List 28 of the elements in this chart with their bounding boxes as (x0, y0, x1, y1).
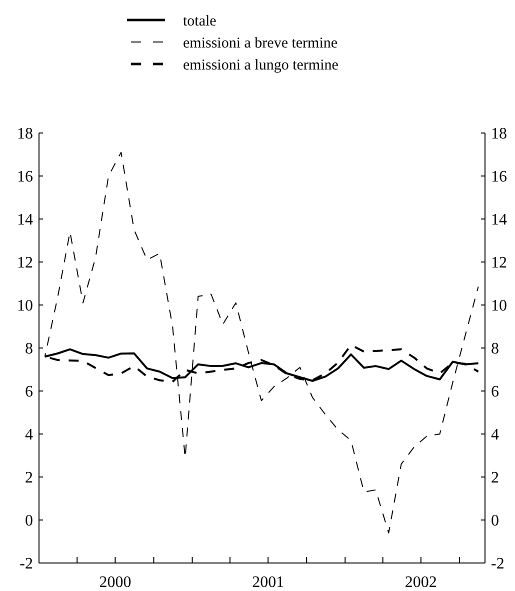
y2-tick-label: 8 (491, 340, 499, 358)
y2-tick-label: 12 (491, 254, 507, 272)
legend-label: totale (183, 13, 217, 30)
y-tick-label: 12 (17, 254, 33, 272)
y2-tick-label: 16 (491, 168, 507, 186)
y2-tick-label: -2 (491, 556, 504, 573)
y-tick-label: 0 (25, 512, 33, 530)
y-tick-label: 10 (17, 298, 33, 315)
y2-tick-label: 0 (491, 512, 499, 530)
y2-tick-label: 18 (491, 126, 507, 143)
y-tick-label: 2 (25, 470, 33, 487)
x-tick-label: 2001 (252, 574, 284, 591)
y-tick-label: 8 (25, 340, 33, 358)
y2-tick-label: 6 (491, 384, 499, 401)
y-tick-label: 4 (25, 426, 33, 444)
legend-label: emissioni a lungo termine (183, 57, 339, 74)
x-tick-label: 2002 (404, 574, 437, 591)
y-tick-label: 14 (17, 212, 33, 229)
y-tick-label: 6 (25, 384, 33, 401)
y-tick-label: 16 (17, 168, 33, 186)
x-tick-label: 2000 (99, 574, 132, 591)
y2-tick-label: 14 (491, 212, 507, 229)
legend-label: emissioni a breve termine (183, 35, 338, 52)
y-tick-label: -2 (20, 556, 33, 573)
y2-tick-label: 4 (491, 426, 499, 444)
y-tick-label: 18 (17, 126, 33, 143)
y2-tick-label: 2 (491, 470, 499, 487)
y2-tick-label: 10 (491, 298, 507, 315)
